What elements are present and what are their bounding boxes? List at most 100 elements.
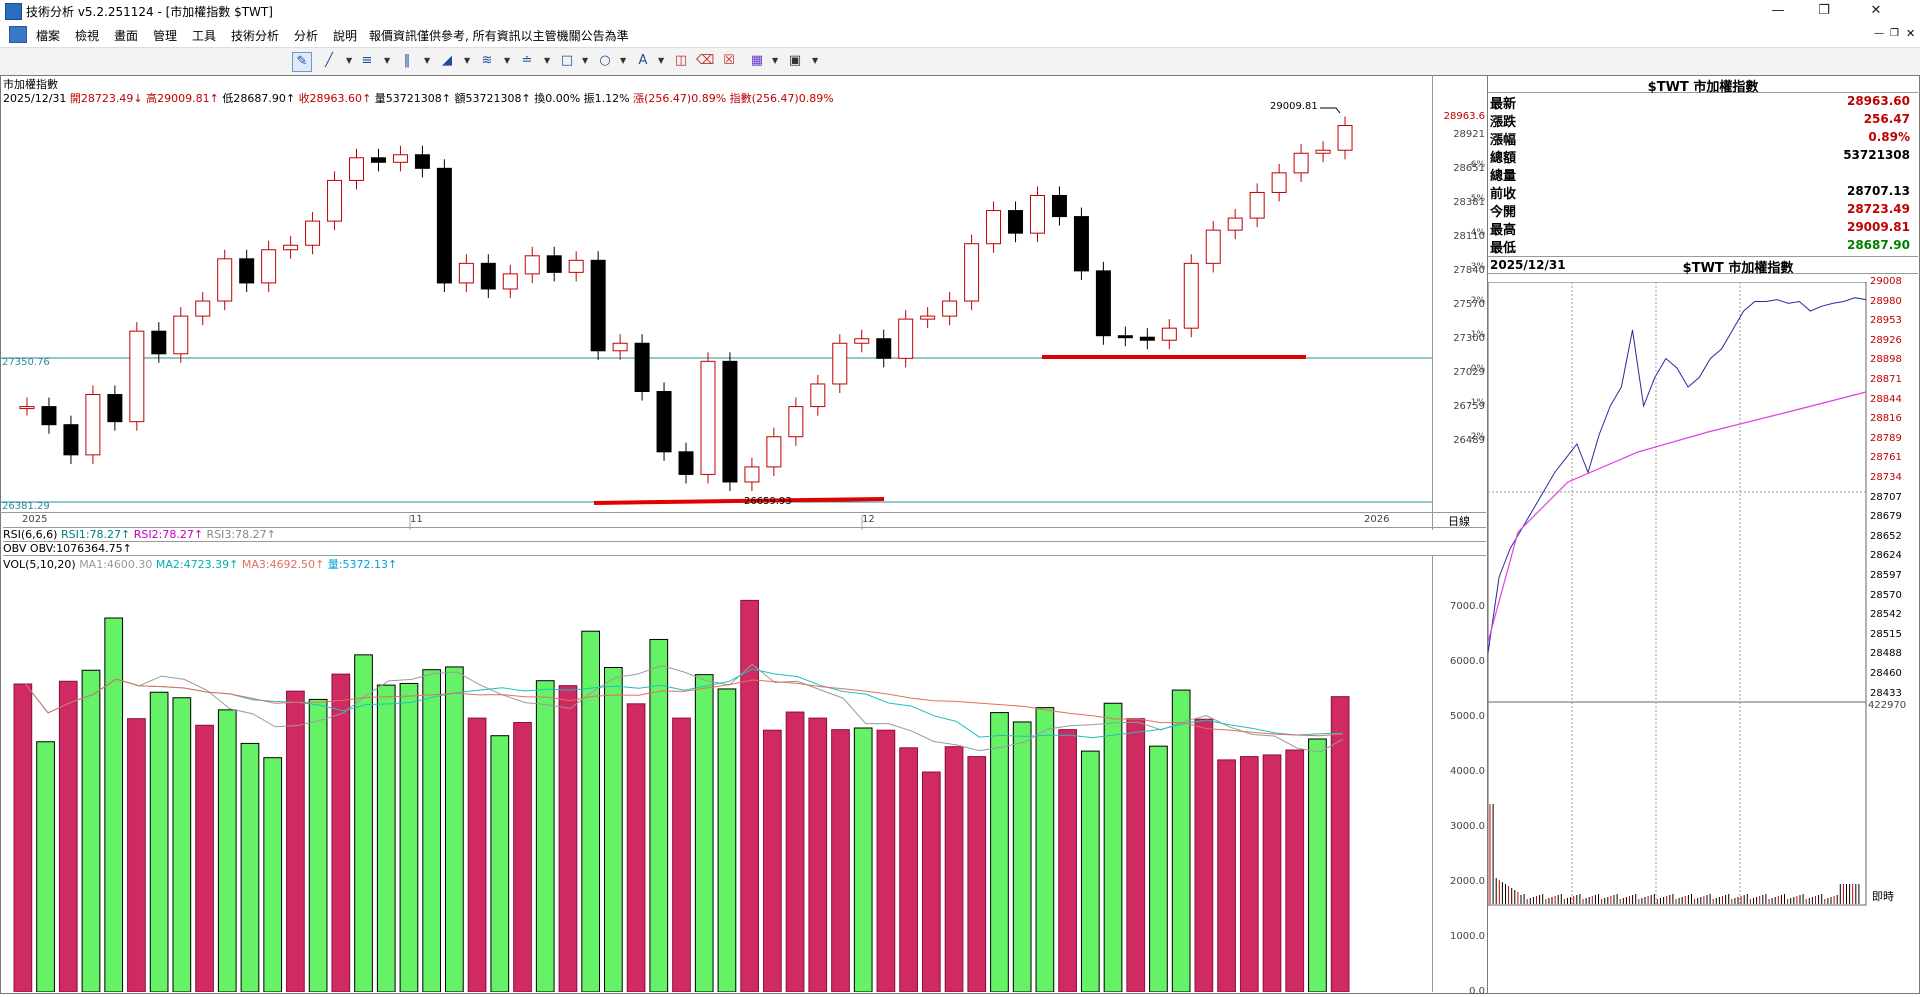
gann-tool-dropdown-icon[interactable]: ▼ [504,56,511,65]
candlestick-chart[interactable] [0,75,1432,530]
close-icon[interactable]: ✕ [1870,3,1882,18]
color-palette-icon[interactable]: ▦ [750,53,764,68]
rsi-indicator-row: RSI(6,6,6) RSI1:78.27↑ RSI2:78.27↑ RSI3:… [3,527,1486,542]
rectangle-tool-icon[interactable]: □ [560,53,574,68]
candle-body [151,330,167,355]
menu-view[interactable]: 檢視 [75,29,100,43]
line-tool-icon[interactable]: ╱ [325,53,333,68]
intraday-chart[interactable] [1488,282,1868,907]
price-axis-label-6: 27570 [1453,299,1485,310]
eraser-icon[interactable]: ⌫ [696,53,715,68]
menu-analysis[interactable]: 分析 [294,29,319,43]
time-label-nov: 11 [410,514,423,525]
volume-bar [1126,718,1146,992]
open-value: 開28723.49 [69,92,134,105]
time-axis: 2025 11 12 2026 日線 [0,512,1486,528]
save-dropdown-icon[interactable]: ▼ [812,56,819,65]
delete-drawing-icon[interactable]: ◫ [674,53,688,68]
channel-tool-icon[interactable]: ≐ [521,53,533,68]
quote-row-value: 28963.60 [1846,94,1910,108]
volume-bar [81,669,101,992]
volume-axis-label-6: 1000.0 [1450,931,1485,942]
candle-body [1161,327,1177,341]
vertical-lines-icon[interactable]: ‖ [403,53,411,68]
menu-screen[interactable]: 畫面 [114,29,139,43]
disclaimer-text: 報價資訊僅供參考, 所有資訊以主管機關公告為準 [369,29,629,43]
cursor-draw-icon[interactable]: ✎ [292,52,312,72]
volume-bar [1194,718,1214,992]
vertical-lines-dropdown-icon[interactable]: ▼ [424,56,431,65]
candle-body [85,394,101,456]
volume-bar [808,717,828,992]
maximize-icon[interactable]: ❐ [1818,3,1830,18]
menu-tools[interactable]: 工具 [192,29,217,43]
candle-body [217,258,233,302]
mdi-close-icon[interactable]: ✕ [1906,27,1916,40]
menu-help[interactable]: 說明 [333,29,358,43]
mdi-restore-icon[interactable]: ❐ [1890,28,1899,39]
clear-all-icon[interactable]: ☒ [723,53,735,68]
volume-bar [217,709,237,992]
intraday-volume-frame [1488,701,1867,906]
volume-bar [581,630,601,992]
candle-body [502,273,518,290]
line-tool-dropdown-icon[interactable]: ▼ [346,56,353,65]
candle-body [1315,149,1331,154]
turnover-value: 換0.00% [534,92,581,105]
channel-tool-dropdown-icon[interactable]: ▼ [544,56,551,65]
volume-bar [1035,707,1055,992]
intraday-axis-label-14: 28624 [1870,550,1902,562]
volume-bar [1262,754,1282,992]
candle-body [1139,336,1155,341]
candle-body [414,154,430,169]
volume-bar [535,680,555,992]
volume-bar [1080,750,1100,992]
drawing-toolbar: ✎ ╱ ▼ ≡ ▼ ‖ ▼ ◢ ▼ ≋ ▼ ≐ ▼ □ ▼ ○ ▼ A ▼ ◫ … [0,47,1920,77]
candle-body [546,255,562,273]
candle-body [173,315,189,355]
rsi2-value: RSI2:78.27 [133,528,194,541]
candle-body [239,258,255,284]
candle-body [524,255,540,275]
fib-tool-dropdown-icon[interactable]: ▼ [384,56,391,65]
candle-body [612,342,628,352]
minimize-icon[interactable]: — [1771,3,1785,18]
text-tool-icon[interactable]: A [638,53,648,68]
intraday-avg-line [1488,391,1867,643]
candle-body [1183,262,1199,329]
color-palette-dropdown-icon[interactable]: ▼ [772,56,779,65]
period-label[interactable]: 日線 [1448,515,1470,528]
mdi-minimize-icon[interactable]: — [1874,28,1884,39]
time-label-2025: 2025 [22,514,48,525]
intraday-volume-top: 422970 [1868,700,1907,711]
candle-body [1095,270,1111,337]
intraday-axis-label-15: 28597 [1870,570,1902,581]
volume-bar [990,712,1009,992]
intraday-axis-label-9: 28761 [1870,452,1902,464]
fib-tool-icon[interactable]: ≡ [361,53,373,68]
save-icon[interactable]: ▣ [788,53,802,68]
menu-file[interactable]: 檔案 [36,29,61,43]
high-marker-label: 29009.81 [1270,101,1318,112]
app-menu-icon[interactable] [9,26,27,43]
menu-manage[interactable]: 管理 [153,29,178,43]
volume-chart[interactable] [0,555,1432,992]
candle-body [129,330,145,423]
text-tool-dropdown-icon[interactable]: ▼ [658,56,665,65]
fan-tool-icon[interactable]: ◢ [442,53,452,68]
price-axis-label-7: 27300 [1453,333,1485,344]
ellipse-tool-icon[interactable]: ○ [599,53,611,68]
realtime-label[interactable]: 即時 [1872,890,1894,903]
quote-row-value: 256.47 [1863,112,1910,126]
fan-tool-dropdown-icon[interactable]: ▼ [464,56,471,65]
candle-body [1293,152,1309,174]
gann-tool-icon[interactable]: ≋ [481,53,493,68]
candle-body [788,406,804,438]
intraday-axis-label-0: 29008 [1870,276,1902,287]
intraday-axis-label-13: 28652 [1870,530,1902,542]
candle-body [19,406,35,410]
menu-technical-analysis[interactable]: 技術分析 [231,29,280,43]
ellipse-tool-dropdown-icon[interactable]: ▼ [620,56,627,65]
rectangle-tool-dropdown-icon[interactable]: ▼ [582,56,589,65]
candle-body [634,342,650,393]
